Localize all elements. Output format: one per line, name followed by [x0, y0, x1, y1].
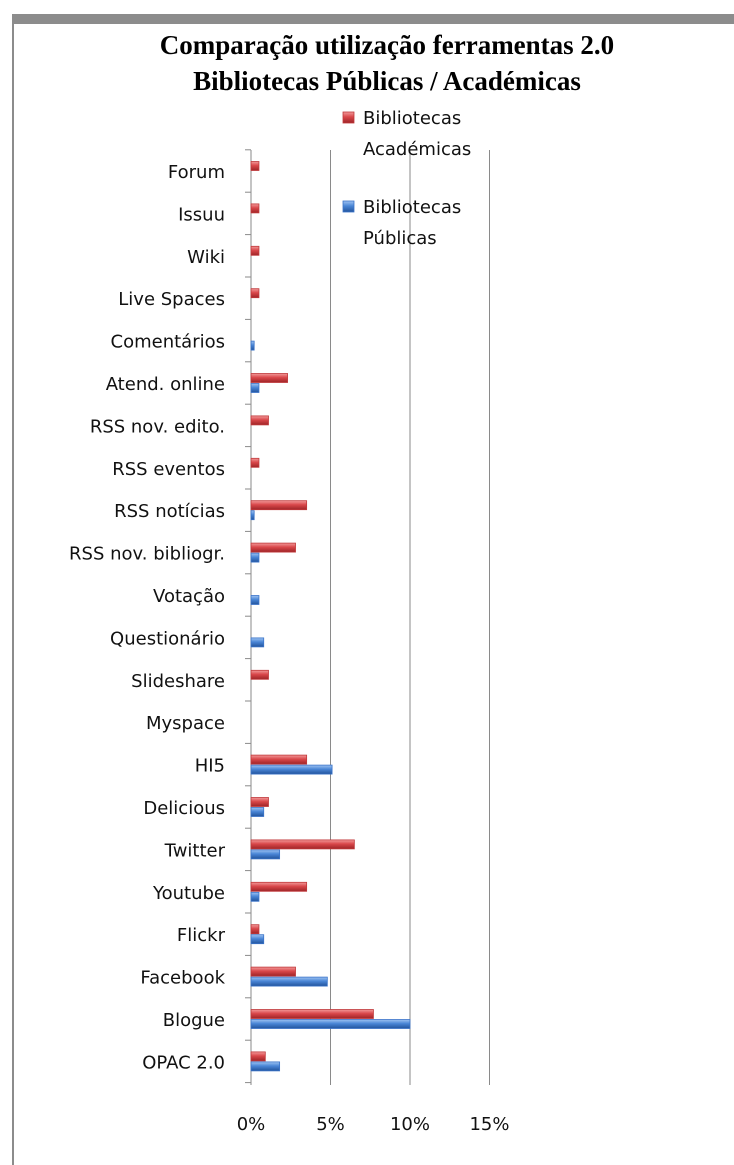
bar — [250, 288, 260, 299]
x-tick-label: 0% — [237, 1114, 266, 1135]
category-label: RSS notícias — [114, 501, 225, 522]
category-label: Delicious — [143, 798, 225, 819]
chart-frame — [12, 14, 734, 1165]
bar — [250, 1009, 374, 1019]
bar — [250, 669, 269, 680]
bar — [250, 383, 260, 393]
category-label: Forum — [168, 162, 225, 183]
category-label: Flickr — [177, 925, 226, 946]
axis — [245, 149, 252, 1085]
bar — [250, 245, 260, 256]
bar — [250, 457, 260, 468]
category-label: Atend. online — [106, 374, 225, 395]
bar — [250, 797, 269, 807]
bar — [250, 849, 281, 860]
category-labels: Forum Issuu Wiki Live Spaces Comentários Aten… — [69, 162, 226, 1073]
x-tick-labels: 0% 5% 10% 15% — [237, 1114, 510, 1135]
x-tick-label: 10% — [390, 1114, 430, 1135]
legend-label: Bibliotecas — [363, 197, 461, 218]
bar — [250, 340, 255, 351]
bar — [250, 161, 260, 171]
bar — [250, 637, 265, 648]
bar — [250, 542, 296, 553]
category-label: Facebook — [140, 968, 225, 989]
legend: Bibliotecas Académicas Bibliotecas Públicas — [342, 108, 471, 249]
category-label: HI5 — [195, 756, 225, 777]
bar — [250, 500, 308, 511]
bar — [250, 966, 296, 977]
bar — [250, 510, 255, 521]
legend-swatch — [342, 200, 355, 213]
category-label: Issuu — [178, 204, 225, 225]
category-label: Blogue — [163, 1010, 225, 1031]
bars — [250, 161, 411, 1072]
bar — [250, 891, 260, 902]
category-label: OPAC 2.0 — [142, 1052, 225, 1073]
category-label: Slideshare — [131, 671, 225, 692]
category-label: Votação — [153, 586, 225, 607]
category-label: Wiki — [187, 247, 225, 268]
bar — [250, 552, 260, 563]
bar — [250, 595, 260, 605]
bar — [250, 1051, 266, 1062]
legend-label: Públicas — [363, 228, 437, 249]
category-label: RSS eventos — [112, 459, 225, 480]
chart-title-line-2: Bibliotecas Públicas / Académicas — [193, 66, 581, 96]
bar — [250, 754, 308, 765]
category-label: RSS nov. bibliogr. — [69, 544, 225, 565]
bar — [250, 415, 269, 426]
bar — [250, 924, 260, 935]
x-tick-label: 5% — [316, 1114, 345, 1135]
x-tick-label: 15% — [469, 1114, 509, 1135]
chart-title-line-1: Comparação utilização ferramentas 2.0 — [160, 30, 614, 60]
category-label: Myspace — [146, 713, 225, 734]
category-label: Questionário — [110, 628, 225, 649]
category-label: RSS nov. edito. — [90, 416, 225, 437]
bar — [250, 1019, 411, 1029]
bar — [250, 764, 333, 775]
bar — [250, 976, 328, 987]
category-label: Youtube — [152, 883, 225, 904]
bar — [250, 203, 260, 214]
legend-label: Bibliotecas — [363, 108, 461, 129]
category-label: Comentários — [111, 332, 225, 353]
category-label: Live Spaces — [118, 289, 225, 310]
category-label: Twitter — [164, 840, 226, 861]
gridlines — [330, 150, 490, 1085]
bar — [250, 1061, 281, 1072]
bar — [250, 839, 355, 850]
bar — [250, 934, 265, 945]
legend-swatch — [342, 111, 355, 124]
bar — [250, 807, 265, 817]
legend-label: Académicas — [363, 139, 471, 160]
bar — [250, 373, 288, 383]
bar — [250, 881, 308, 892]
